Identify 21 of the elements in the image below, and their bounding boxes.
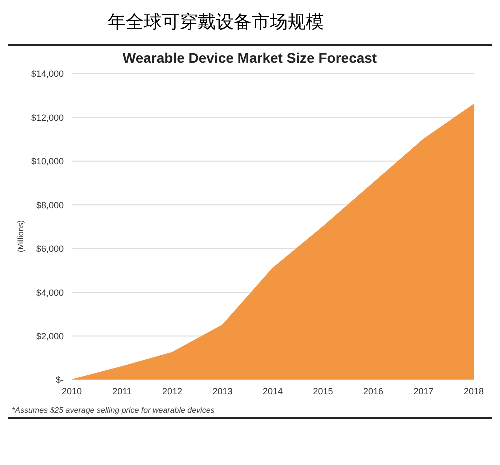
x-tick-label: 2015 xyxy=(313,386,334,396)
y-tick-label: $14,000 xyxy=(31,69,64,80)
y-axis-title: (Millions) xyxy=(16,220,26,252)
y-tick-label: $2,000 xyxy=(36,331,64,342)
y-tick-label: $6,000 xyxy=(36,244,64,254)
x-tick-label: 2017 xyxy=(414,386,434,396)
chart-title: 年全球可穿戴设备市场规模 xyxy=(107,11,325,35)
y-tick-label: $10,000 xyxy=(31,156,64,167)
x-tick-label: 2010 xyxy=(62,386,82,396)
x-tick-label: 2012 xyxy=(162,386,183,396)
y-tick-label: $12,000 xyxy=(31,112,64,123)
x-tick-label: 2016 xyxy=(363,386,384,396)
y-tick-label: $4,000 xyxy=(36,288,64,298)
x-tick-label: 2014 xyxy=(262,386,284,396)
y-tick-label: $8,000 xyxy=(36,200,64,210)
x-tick-label: 2018 xyxy=(464,386,484,396)
x-tick-label: 2011 xyxy=(112,386,132,396)
x-tick-label: 2013 xyxy=(212,386,233,396)
y-tick-label: $- xyxy=(56,375,64,386)
chart-subtitle: Wearable Device Market Size Forecast xyxy=(122,50,378,66)
text: *Assumes $25 average selling price for wearable devices xyxy=(12,406,216,415)
